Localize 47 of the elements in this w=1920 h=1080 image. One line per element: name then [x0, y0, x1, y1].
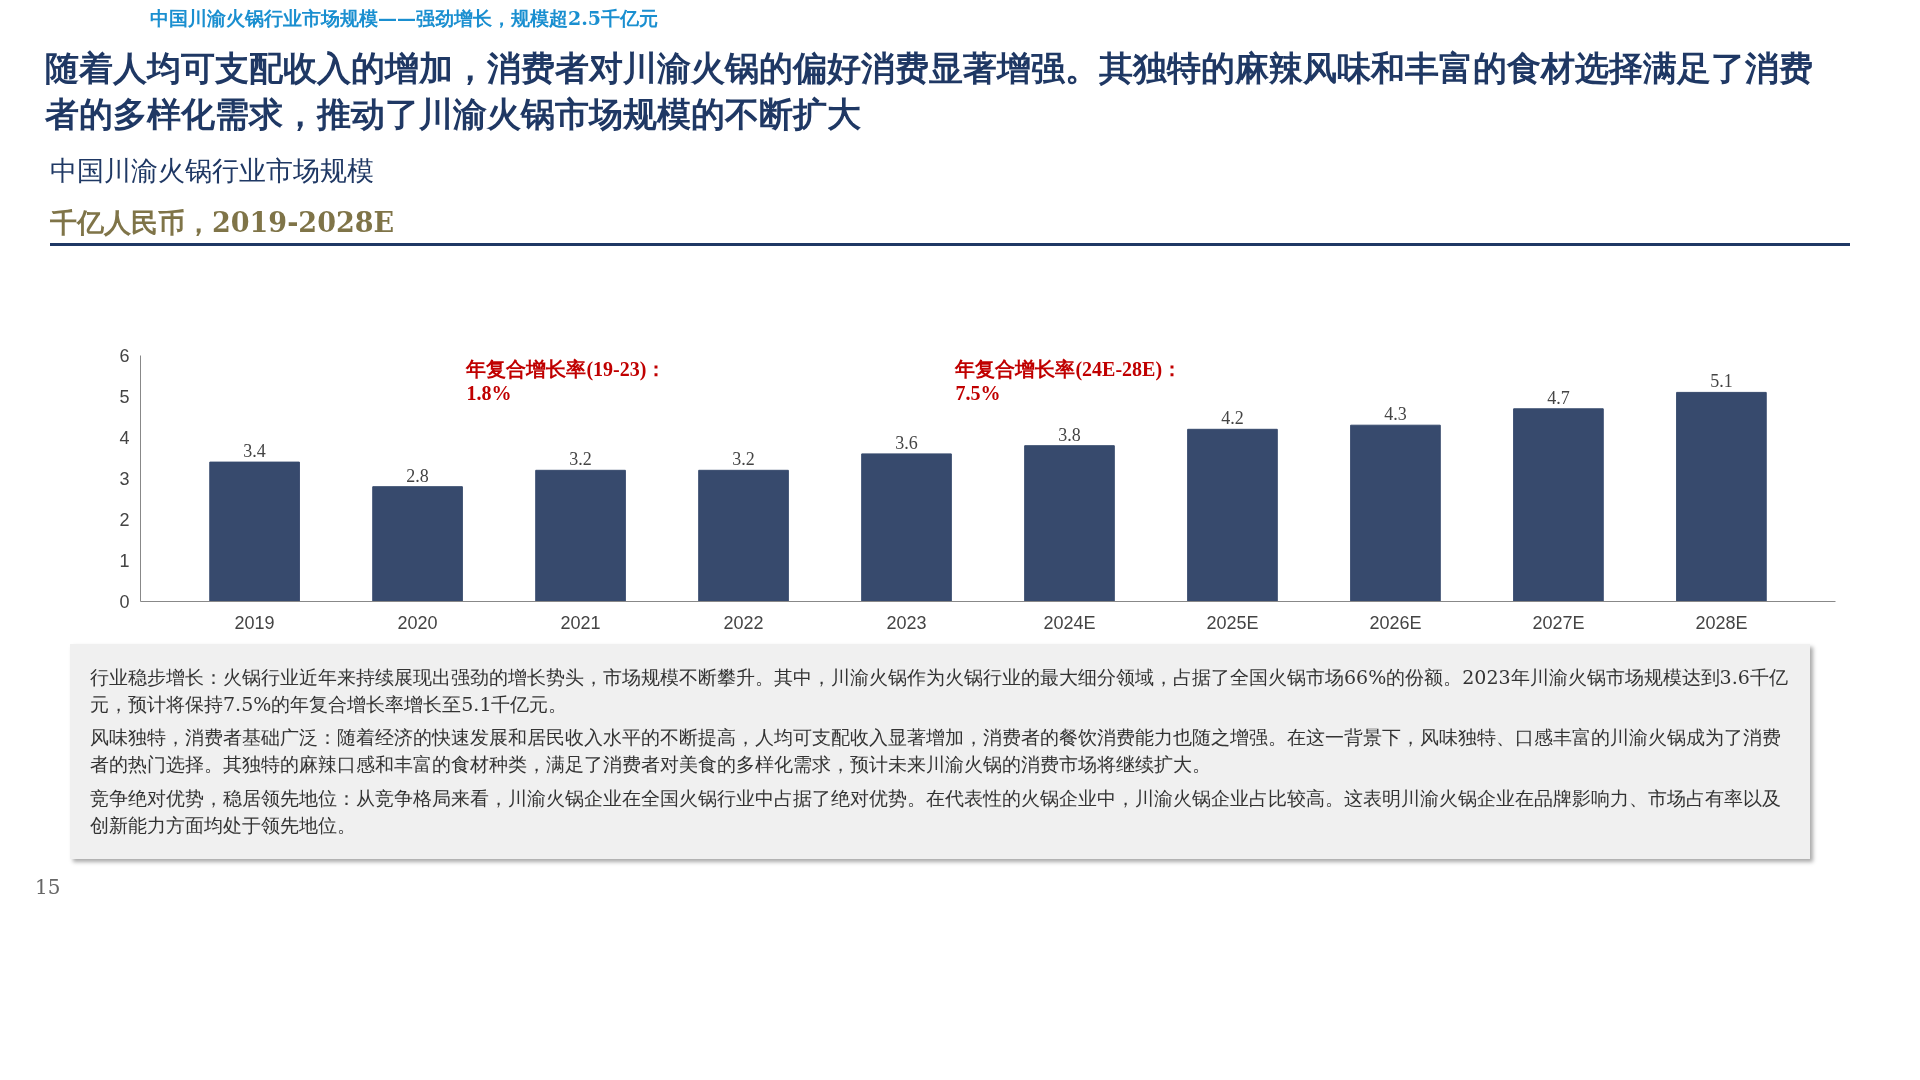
data-label: 3.6	[895, 432, 918, 453]
x-tick-label: 2021	[560, 612, 601, 633]
bar	[1350, 424, 1441, 602]
data-label: 5.1	[1710, 371, 1733, 392]
text: 15	[35, 873, 61, 901]
chart-title: 中国川渝火锅行业市场规模	[50, 153, 374, 188]
text: 中国川渝火锅行业市场规模——强劲增长，规模超2.5千亿元	[150, 6, 659, 31]
bar	[1676, 391, 1767, 602]
bar	[1187, 428, 1278, 602]
y-tick-label: 3	[119, 469, 130, 490]
data-label: 3.2	[732, 449, 755, 470]
x-tick-label: 2027E	[1532, 612, 1585, 633]
x-tick-label: 2028E	[1695, 612, 1748, 633]
chart-subtitle: 千亿人民币，2019-2028E	[50, 206, 395, 241]
data-label: 4.2	[1221, 408, 1244, 429]
x-tick-label: 2019	[234, 612, 275, 633]
text: 行业稳步增长：火锅行业近年来持续展现出强劲的增长势头，市场规模不断攀升。其中，川渝火锅作为火锅行业的最大细分领域，占据了全国火锅市场66%的份额。2023年川渝火锅市场规模达到3.6千亿元，预计将保持7.5%的年复合增长率增长至5.1千亿元。	[90, 665, 1789, 718]
data-label: 4.3	[1384, 404, 1407, 425]
y-tick-label: 6	[119, 346, 130, 367]
annotation: 年复合增长率(19-23)：1.8%	[465, 357, 667, 405]
bar	[535, 469, 626, 602]
bar	[1024, 445, 1115, 602]
x-tick-label: 2025E	[1206, 612, 1259, 633]
data-label: 3.4	[243, 441, 266, 462]
bar	[372, 486, 463, 602]
data-label: 4.7	[1547, 387, 1570, 408]
bar	[1513, 408, 1604, 602]
annotation: 年复合增长率(24E-28E)：7.5%	[954, 357, 1183, 405]
data-label: 3.2	[569, 449, 592, 470]
data-label: 2.8	[406, 465, 429, 486]
text: 竞争绝对优势，稳居领先地位：从竞争格局来看，川渝火锅企业在全国火锅行业中占据了绝对优势。在代表性的火锅企业中，川渝火锅企业占比较高。这表明川渝火锅企业在品牌影响力、市场占有率以及创新能力方面均处于领先地位。	[90, 785, 1782, 838]
bar	[698, 469, 789, 602]
y-tick-label: 5	[119, 387, 130, 408]
x-tick-label: 2023	[886, 612, 927, 633]
x-tick-label: 2026E	[1369, 612, 1422, 633]
y-tick-label: 1	[119, 551, 130, 572]
text: 随着人均可支配收入的增加，消费者对川渝火锅的偏好消费显著增强。其独特的麻辣风味和丰富的食材选择满足了消费者的多样化需求，推动了川渝火锅市场规模的不断扩大	[45, 47, 1814, 137]
x-tick-label: 2022	[723, 612, 764, 633]
text: 风味独特，消费者基础广泛：随着经济的快速发展和居民收入水平的不断提高，人均可支配收入显著增加，消费者的餐饮消费能力也随之增强。在这一背景下，风味独特、口感丰富的川渝火锅成为了消费者的热门选择。其独特的麻辣口感和丰富的食材种类，满足了消费者对美食的多样化需求，预计未来川渝火锅的消费市场将继续扩大。	[90, 725, 1782, 778]
y-tick-label: 2	[119, 510, 130, 531]
y-tick-label: 4	[119, 428, 130, 449]
bar	[209, 461, 300, 602]
x-tick-label: 2024E	[1043, 612, 1096, 633]
bar	[861, 453, 952, 602]
x-tick-label: 2020	[397, 612, 438, 633]
data-label: 3.8	[1058, 424, 1081, 445]
y-tick-label: 0	[119, 592, 130, 613]
